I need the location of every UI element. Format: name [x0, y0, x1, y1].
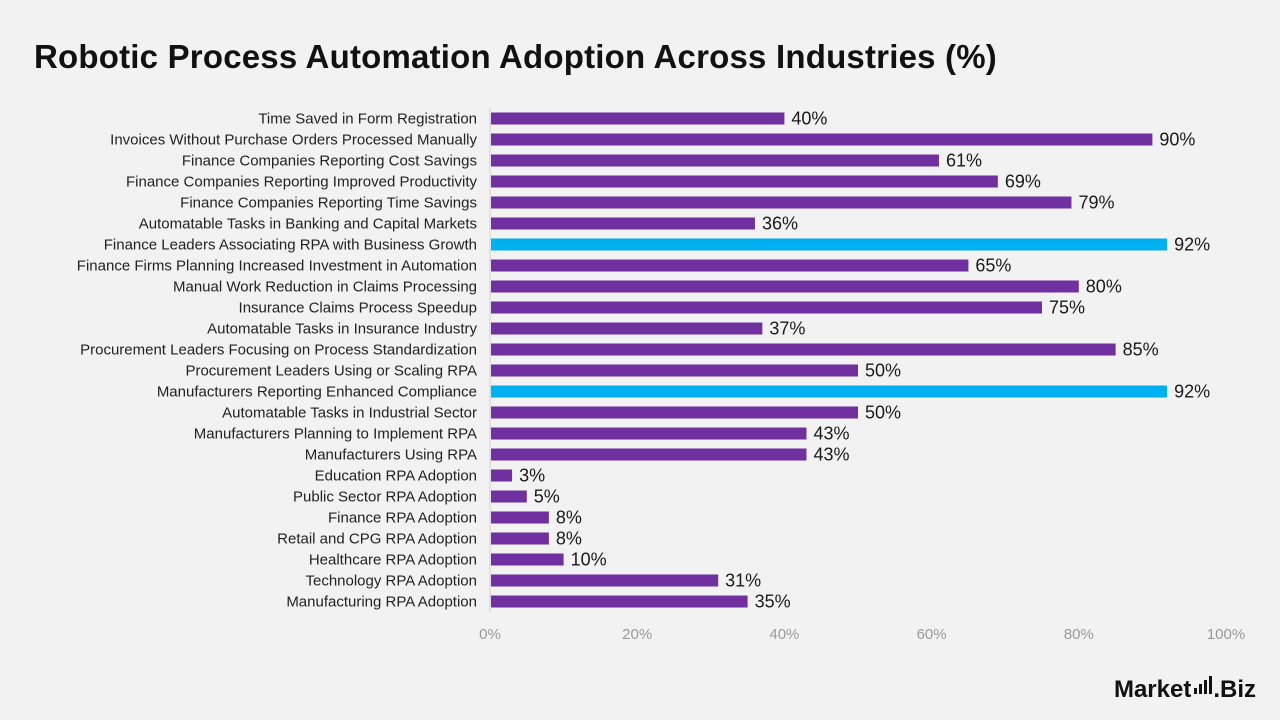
- bar: [491, 322, 763, 335]
- bar: [491, 154, 939, 167]
- x-tick-label: 0%: [479, 626, 501, 643]
- category-label: Procurement Leaders Using or Scaling RPA: [185, 363, 477, 380]
- value-label: 36%: [762, 214, 798, 234]
- bar: [491, 364, 858, 377]
- bar: [491, 301, 1042, 314]
- brand-name-right: .Biz: [1213, 676, 1256, 703]
- bar: [491, 595, 748, 608]
- x-tick-label: 100%: [1207, 626, 1245, 643]
- bar: [491, 112, 785, 125]
- category-label: Invoices Without Purchase Orders Process…: [110, 132, 477, 149]
- category-label: Public Sector RPA Adoption: [293, 489, 477, 506]
- value-label: 92%: [1174, 235, 1210, 255]
- value-label: 50%: [865, 361, 901, 381]
- category-label: Education RPA Adoption: [315, 468, 477, 485]
- bar: [491, 406, 858, 419]
- category-label: Insurance Claims Process Speedup: [239, 300, 477, 317]
- category-label: Manufacturers Using RPA: [305, 447, 477, 464]
- value-label: 79%: [1078, 193, 1114, 213]
- bar: [491, 427, 807, 440]
- brand-name-left: Market: [1113, 676, 1192, 703]
- category-label: Technology RPA Adoption: [305, 573, 477, 590]
- value-label: 31%: [725, 571, 761, 591]
- chart-title: Robotic Process Automation Adoption Acro…: [34, 38, 997, 75]
- category-label: Retail and CPG RPA Adoption: [277, 531, 477, 548]
- category-label: Finance Companies Reporting Cost Savings: [182, 153, 477, 170]
- bar: [491, 280, 1079, 293]
- bar: [491, 532, 549, 545]
- x-tick-label: 80%: [1064, 626, 1094, 643]
- value-label: 3%: [519, 466, 545, 486]
- value-label: 90%: [1159, 130, 1195, 150]
- value-label: 43%: [813, 424, 849, 444]
- value-label: 40%: [791, 109, 827, 129]
- bar: [491, 259, 969, 272]
- category-label: Automatable Tasks in Industrial Sector: [222, 405, 477, 422]
- value-label: 35%: [755, 592, 791, 612]
- x-tick-label: 20%: [622, 626, 652, 643]
- category-label: Automatable Tasks in Insurance Industry: [207, 321, 477, 338]
- brand-bars-icon: [1192, 676, 1213, 694]
- value-label: 75%: [1049, 298, 1085, 318]
- category-label: Manufacturers Planning to Implement RPA: [194, 426, 477, 443]
- value-label: 69%: [1005, 172, 1041, 192]
- bar: [491, 469, 513, 482]
- value-label: 5%: [534, 487, 560, 507]
- bar: [491, 553, 564, 566]
- category-label: Healthcare RPA Adoption: [309, 552, 477, 569]
- bar: [491, 448, 807, 461]
- brand-logo: Market .Biz: [1114, 676, 1256, 704]
- category-label: Finance Leaders Associating RPA with Bus…: [104, 237, 477, 254]
- value-label: 10%: [571, 550, 607, 570]
- bar: [491, 490, 527, 503]
- category-label: Manufacturing RPA Adoption: [286, 594, 477, 611]
- x-tick-label: 60%: [917, 626, 947, 643]
- category-label: Finance Firms Planning Increased Investm…: [77, 258, 477, 275]
- bar: [491, 196, 1072, 209]
- x-tick-label: 40%: [769, 626, 799, 643]
- bar-highlighted: [491, 238, 1168, 251]
- value-label: 50%: [865, 403, 901, 423]
- category-label: Time Saved in Form Registration: [258, 111, 477, 128]
- value-label: 8%: [556, 529, 582, 549]
- bar: [491, 133, 1153, 146]
- category-label: Finance RPA Adoption: [328, 510, 477, 527]
- value-label: 61%: [946, 151, 982, 171]
- bar: [491, 343, 1116, 356]
- value-label: 8%: [556, 508, 582, 528]
- value-label: 92%: [1174, 382, 1210, 402]
- value-label: 85%: [1123, 340, 1159, 360]
- category-label: Automatable Tasks in Banking and Capital…: [139, 216, 477, 233]
- category-label: Finance Companies Reporting Time Savings: [180, 195, 477, 212]
- value-label: 43%: [813, 445, 849, 465]
- bar-highlighted: [491, 385, 1168, 398]
- category-label: Manual Work Reduction in Claims Processi…: [173, 279, 477, 296]
- bar-chart: Time Saved in Form Registration 40% Invoic…: [77, 108, 1245, 643]
- value-label: 65%: [975, 256, 1011, 276]
- category-label: Finance Companies Reporting Improved Pro…: [126, 174, 477, 191]
- category-label: Manufacturers Reporting Enhanced Complia…: [157, 384, 477, 401]
- bar: [491, 217, 755, 230]
- value-label: 37%: [769, 319, 805, 339]
- value-label: 80%: [1086, 277, 1122, 297]
- bar: [491, 175, 998, 188]
- bar: [491, 511, 549, 524]
- category-label: Procurement Leaders Focusing on Process …: [80, 342, 477, 359]
- bar: [491, 574, 719, 587]
